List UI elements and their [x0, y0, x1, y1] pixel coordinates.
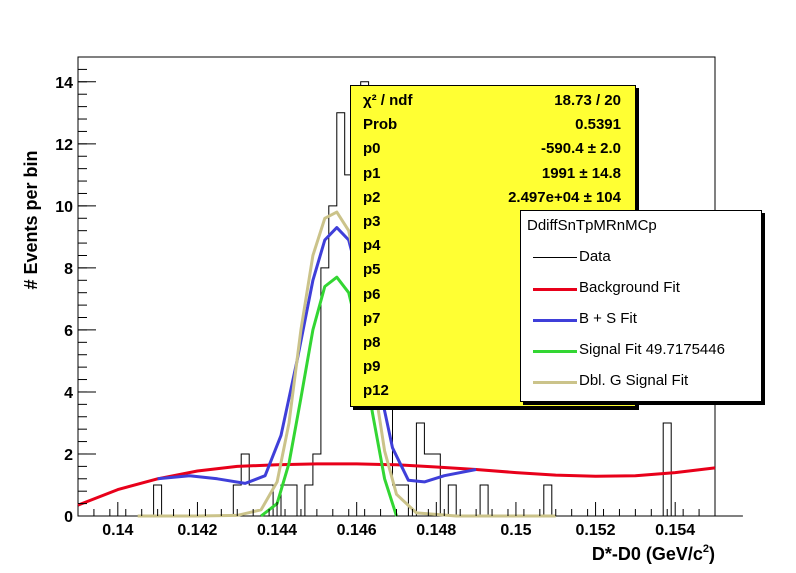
y-tick-label: 8	[64, 261, 73, 278]
stat-row: Prob 0.5391	[351, 114, 635, 138]
legend-label: Background Fit	[579, 279, 680, 296]
legend-item: Dbl. G Signal Fit	[521, 367, 761, 397]
x-tick-label: 0.154	[655, 522, 695, 539]
x-axis-label-end: )	[709, 544, 715, 564]
x-tick-label: 0.146	[337, 522, 377, 539]
y-tick-label: 2	[64, 447, 73, 464]
legend-swatch	[533, 381, 577, 384]
x-tick-label: 0.148	[416, 522, 456, 539]
stat-name: p12	[363, 382, 389, 400]
y-tick-label: 6	[64, 323, 73, 340]
legend-swatch	[533, 257, 577, 258]
stat-value: 2.497e+04 ± 104	[508, 188, 621, 206]
stat-name: p0	[363, 140, 381, 158]
stat-name: p3	[363, 213, 381, 230]
stat-name: p1	[363, 164, 381, 182]
fit-curves-layer	[77, 210, 716, 518]
y-tick-label: 4	[64, 385, 73, 402]
x-tick-label: 0.144	[257, 522, 297, 539]
x-axis-label: D*-D0 (GeV/c2)	[592, 543, 715, 564]
stat-value: 0.5391	[575, 116, 621, 134]
stat-row: p1 1991 ± 14.8	[351, 163, 635, 187]
legend-item: B + S Fit	[521, 305, 761, 335]
fit-curve-1	[157, 226, 477, 485]
histogram-layer	[137, 81, 743, 517]
legend-swatch	[533, 350, 577, 353]
stat-name: p8	[363, 334, 381, 351]
fit-curve-0	[77, 462, 716, 507]
fit-curve-3	[137, 210, 556, 518]
stat-name: χ² / ndf	[363, 92, 413, 109]
stat-name: p5	[363, 261, 381, 279]
legend-swatch	[533, 319, 577, 322]
legend-item: Data	[521, 243, 761, 273]
y-tick-label: 10	[55, 199, 73, 216]
y-axis-label: # Events per bin	[21, 150, 41, 289]
stat-row: p2 2.497e+04 ± 104	[351, 187, 635, 211]
stat-value: 18.73 / 20	[554, 92, 621, 109]
legend-label: Dbl. G Signal Fit	[579, 372, 689, 389]
y-tick-label: 12	[55, 137, 73, 154]
x-axis-label-main: D*-D0 (GeV/c	[592, 544, 703, 564]
legend-label: B + S Fit	[579, 310, 637, 327]
legend-item: Background Fit	[521, 274, 761, 304]
histogram-data	[137, 81, 743, 517]
x-tick-label: 0.152	[576, 522, 616, 539]
x-tick-label: 0.15	[500, 522, 531, 539]
stat-name: Prob	[363, 116, 398, 134]
x-axis-label-sup: 2	[703, 543, 709, 555]
legend-item: Signal Fit 49.7175446	[521, 336, 761, 366]
x-tick-label: 0.142	[177, 522, 217, 539]
legend-label: Data	[579, 248, 611, 265]
stat-name: p6	[363, 285, 381, 303]
legend: DdiffSnTpMRnMCp Data Background Fit B + S …	[520, 210, 762, 402]
fit-curve-2	[260, 275, 398, 518]
y-tick-label: 0	[64, 509, 73, 526]
axes-layer: 0.14 0.142 0.144 0.146 0.148 0.15 0.152 0.154 0 2…	[55, 56, 716, 539]
stat-name: p9	[363, 358, 381, 376]
legend-title: DdiffSnTpMRnMCp	[527, 217, 657, 234]
stat-row: p0 -590.4 ± 2.0	[351, 138, 635, 162]
legend-swatch	[533, 288, 577, 291]
legend-label: Signal Fit 49.7175446	[579, 341, 725, 358]
y-tick-label: 14	[55, 75, 73, 92]
stat-name: p2	[363, 188, 381, 206]
x-tick-label: 0.14	[102, 522, 133, 539]
stat-value: -590.4 ± 2.0	[541, 140, 621, 158]
stat-value: 1991 ± 14.8	[541, 164, 621, 182]
stat-row: χ² / ndf 18.73 / 20	[351, 90, 635, 114]
stat-name: p4	[363, 237, 381, 255]
stat-name: p7	[363, 309, 381, 327]
